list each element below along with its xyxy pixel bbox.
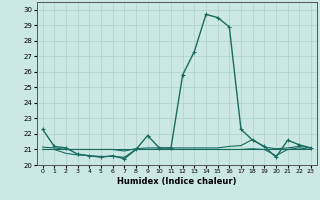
X-axis label: Humidex (Indice chaleur): Humidex (Indice chaleur) [117,177,236,186]
